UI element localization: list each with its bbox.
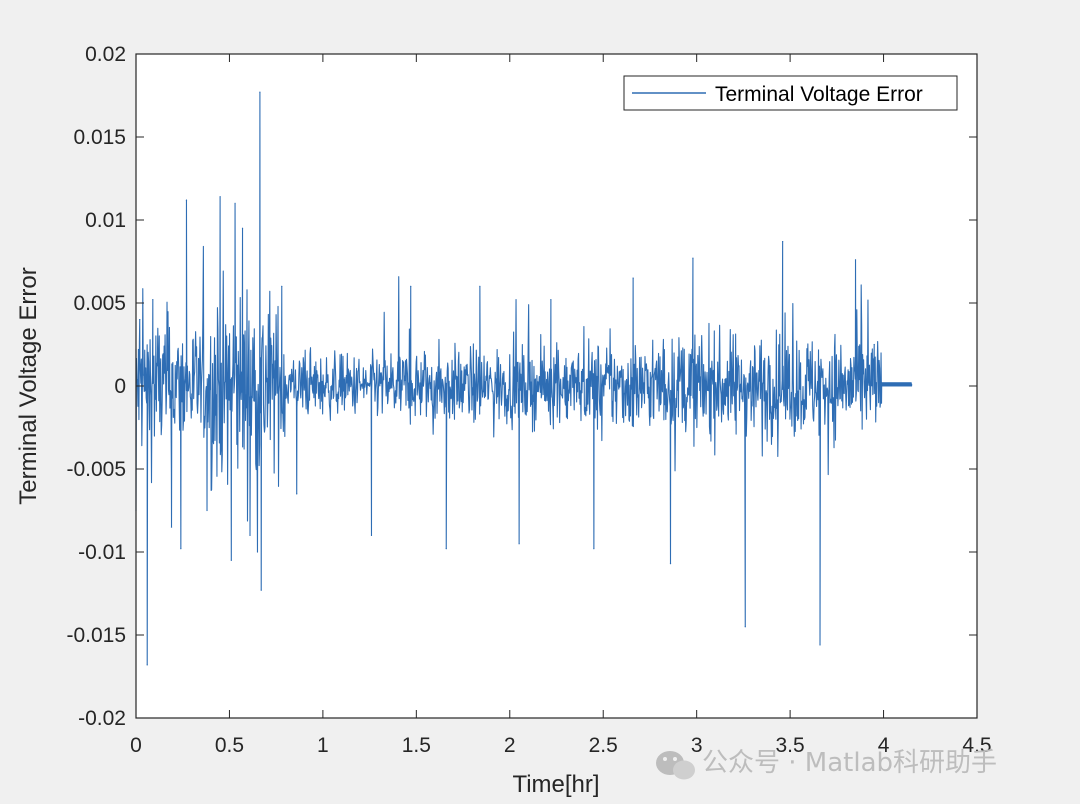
data-point [180, 548, 182, 550]
data-point [445, 548, 447, 550]
y-tick-label: 0.02 [85, 43, 126, 66]
data-point [249, 534, 251, 537]
data-point [206, 509, 208, 512]
data-point [296, 493, 298, 495]
series-line-terminal-voltage-error [135, 91, 913, 666]
watermark: 公众号 · Matlab科研助手 [656, 748, 997, 780]
y-tick-label: 0.015 [73, 126, 126, 149]
data-point [518, 543, 520, 545]
y-tick-label: 0.005 [73, 292, 126, 315]
data-point [146, 664, 148, 666]
data-point [692, 257, 694, 259]
x-tick-label: 1.5 [402, 734, 431, 757]
series-layer [135, 91, 913, 666]
watermark-text: 公众号 · Matlab科研助手 [702, 748, 997, 778]
data-point [370, 534, 373, 537]
data-point [669, 563, 672, 565]
ticks-layer: 0 0.5 1 1.5 2 2.5 3 3.5 4 4.50.020.0150.010.0050-… [66, 43, 991, 757]
data-point [256, 551, 259, 553]
data-point [819, 644, 821, 646]
data-point [881, 385, 883, 387]
data-point [185, 199, 188, 201]
y-tick-label: -0.005 [66, 458, 126, 481]
data-point [152, 299, 154, 301]
x-tick-label: 2.5 [589, 734, 618, 757]
legend-entry-terminal-voltage-error: Terminal Voltage Error [715, 83, 923, 106]
y-tick-label: -0.01 [78, 541, 126, 564]
y-tick-label: -0.015 [66, 624, 126, 647]
y-tick-label: -0.02 [78, 707, 126, 730]
data-point [479, 285, 481, 287]
x-tick-label: 3.5 [776, 734, 805, 757]
y-axis-label: Terminal Voltage Error [15, 267, 42, 504]
data-point [632, 277, 634, 279]
data-point [593, 548, 595, 550]
data-point [219, 196, 221, 198]
data-point [550, 299, 552, 301]
wechat-icon [656, 751, 695, 780]
data-point [782, 240, 784, 243]
data-point [170, 526, 173, 528]
data-point [744, 626, 746, 628]
data-point [281, 285, 283, 287]
x-tick-label: 0 [130, 734, 142, 757]
data-point [410, 285, 412, 287]
x-tick-label: 0.5 [215, 734, 244, 757]
y-tick-label: 0.01 [85, 209, 126, 232]
legend: Terminal Voltage Error [623, 75, 958, 111]
data-point [234, 202, 236, 204]
data-point [241, 227, 244, 229]
x-tick-label: 2 [504, 734, 516, 757]
x-tick-label: 1 [317, 734, 329, 757]
data-point [230, 559, 232, 561]
x-tick-label: 4.5 [962, 734, 991, 757]
data-point [139, 319, 141, 321]
data-point [873, 343, 875, 346]
x-tick-label: 4 [878, 734, 890, 757]
data-point [854, 259, 857, 261]
x-axis-label: Time[hr] [512, 771, 599, 798]
y-tick-label: 0 [114, 375, 126, 398]
data-point [910, 383, 913, 385]
x-tick-label: 3 [691, 734, 703, 757]
data-point [260, 589, 262, 591]
data-point [259, 91, 261, 93]
